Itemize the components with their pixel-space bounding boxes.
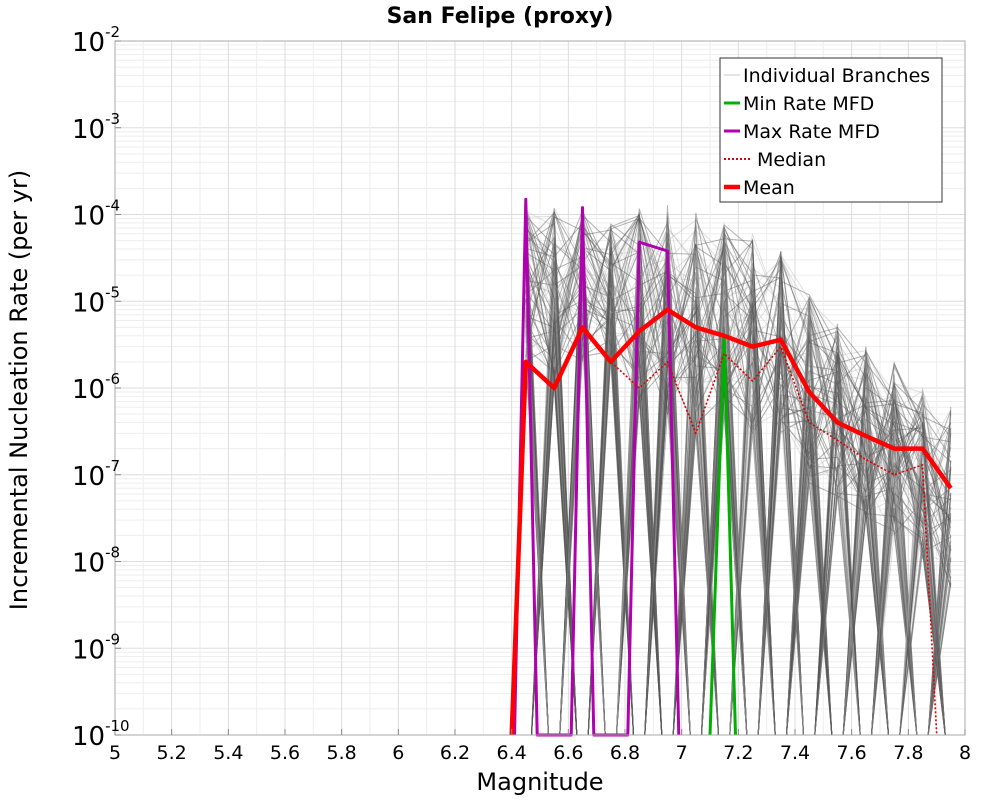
y-tick-label: 10-9 bbox=[72, 630, 120, 665]
legend-label: Mean bbox=[743, 177, 795, 199]
series-mean bbox=[509, 307, 953, 736]
x-tick-label: 5.4 bbox=[213, 742, 243, 764]
series-max-rate-mfd bbox=[513, 197, 681, 737]
legend-label: Max Rate MFD bbox=[743, 121, 880, 143]
branch-line bbox=[525, 224, 952, 736]
x-tick-label: 6.6 bbox=[553, 742, 583, 764]
legend-item-max-rate-mfd: Max Rate MFD bbox=[724, 121, 880, 143]
branch-line bbox=[525, 304, 952, 736]
legend-box bbox=[719, 57, 943, 203]
series-lines bbox=[509, 197, 953, 737]
legend-item-individual-branches: Individual Branches bbox=[724, 65, 930, 87]
x-tick-label: 6.2 bbox=[440, 742, 470, 764]
branch-line bbox=[520, 217, 952, 736]
x-tick-label: 6.4 bbox=[497, 742, 527, 764]
legend-label: Individual Branches bbox=[743, 65, 930, 87]
y-tick-label: 10-7 bbox=[72, 457, 120, 492]
branch-line bbox=[520, 229, 952, 736]
x-tick-label: 6.8 bbox=[610, 742, 640, 764]
x-ticks: 5 5.2 5.4 5.6 5.8 6 6.2 6.4 6.6 6.8 7 7.2 7.4 7.6 7.8 8 bbox=[109, 729, 971, 764]
legend-item-median: Median bbox=[724, 149, 826, 171]
legend-item-min-rate-mfd: Min Rate MFD bbox=[724, 93, 874, 115]
x-tick-label: 5.2 bbox=[157, 742, 187, 764]
legend-item-mean: Mean bbox=[724, 177, 795, 199]
branch-line bbox=[525, 211, 952, 736]
branch-line bbox=[525, 216, 957, 736]
x-tick-label: 7 bbox=[676, 742, 688, 764]
x-tick-label: 7.4 bbox=[780, 742, 810, 764]
y-tick-label: 10-3 bbox=[72, 110, 120, 145]
y-tick-label: 10-4 bbox=[72, 197, 120, 232]
branch-line bbox=[520, 242, 952, 736]
x-tick-label: 7.8 bbox=[893, 742, 923, 764]
x-tick-label: 7.2 bbox=[723, 742, 753, 764]
y-tick-label: 10-2 bbox=[72, 23, 120, 58]
branch-line bbox=[520, 211, 952, 736]
y-axis-label: Incremental Nucleation Rate (per yr) bbox=[5, 170, 33, 610]
x-tick-label: 5.6 bbox=[270, 742, 300, 764]
x-axis-label: Magnitude bbox=[476, 768, 603, 796]
branch-line bbox=[520, 246, 957, 736]
y-ticks: 10-10 10-9 10-8 10-7 10-6 10-5 10-4 10-3 10-2 bbox=[72, 23, 130, 752]
branch-line bbox=[520, 225, 957, 736]
legend-items: Individual Branches Min Rate MFD Max Rate … bbox=[724, 65, 930, 199]
y-tick-label: 10-10 bbox=[72, 717, 130, 752]
branch-line bbox=[525, 226, 952, 736]
x-tick-label: 6 bbox=[392, 742, 404, 764]
x-tick-label: 5 bbox=[109, 742, 121, 764]
branch-line bbox=[525, 227, 952, 736]
legend: Individual Branches Min Rate MFD Max Rate … bbox=[719, 57, 943, 203]
x-tick-label: 8 bbox=[959, 742, 971, 764]
branch-line bbox=[520, 229, 957, 736]
branch-line bbox=[525, 252, 952, 736]
x-tick-label: 5.8 bbox=[327, 742, 357, 764]
branch-line bbox=[525, 239, 952, 736]
branch-line bbox=[525, 210, 957, 736]
y-tick-label: 10-8 bbox=[72, 544, 120, 579]
y-tick-label: 10-5 bbox=[72, 283, 120, 318]
legend-label: Min Rate MFD bbox=[743, 93, 874, 115]
legend-label: Median bbox=[757, 149, 826, 171]
branch-line bbox=[525, 252, 957, 736]
branch-line bbox=[525, 222, 952, 736]
x-tick-label: 7.6 bbox=[837, 742, 867, 764]
y-tick-label: 10-6 bbox=[72, 370, 120, 405]
chart-title: San Felipe (proxy) bbox=[387, 4, 614, 29]
branch-line bbox=[525, 280, 952, 736]
